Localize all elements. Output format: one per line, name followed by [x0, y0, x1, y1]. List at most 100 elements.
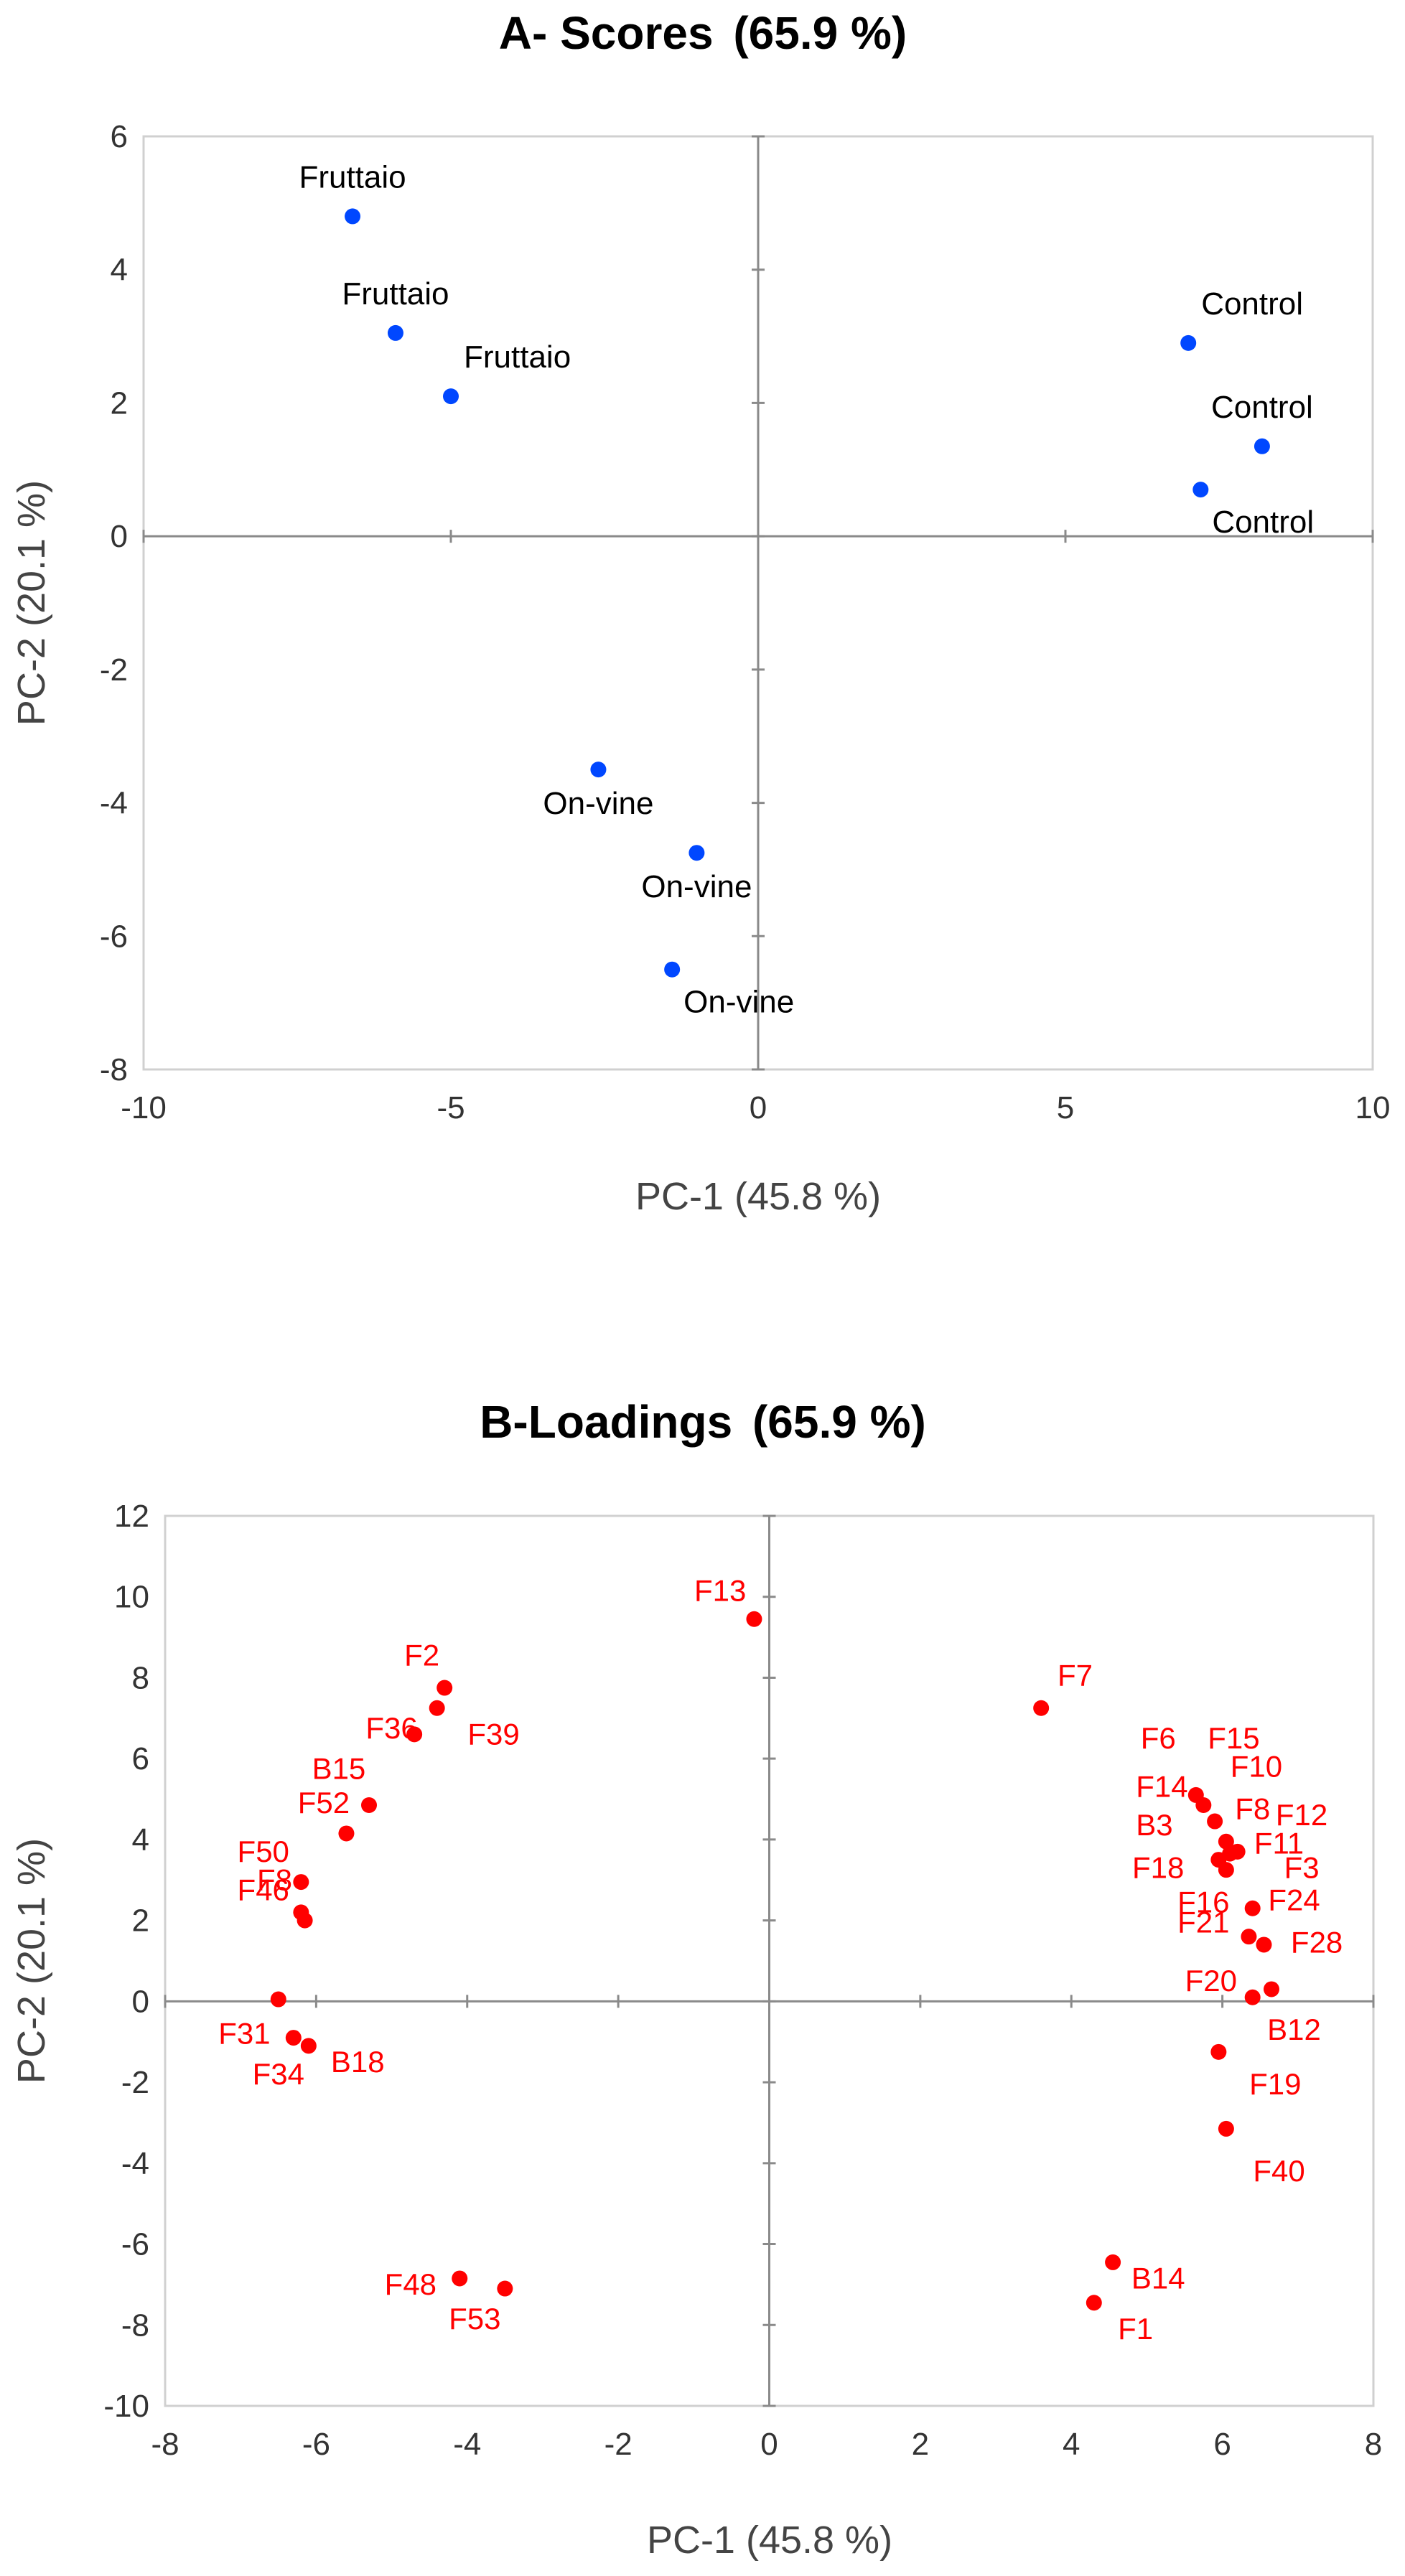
chart-b-point-label: F39 [467, 1717, 519, 1751]
chart-b-x-tick-label: 8 [1365, 2427, 1382, 2462]
chart-a-data-point [664, 961, 681, 978]
chart-b-title: B-Loadings (65.9 %) [480, 1396, 926, 1448]
chart-b-y-tick-label: -8 [121, 2308, 149, 2343]
chart-b-point-label: F48 [385, 2267, 437, 2301]
chart-b-y-tick-label: -2 [121, 2065, 149, 2100]
chart-b-y-tick-label: 12 [114, 1499, 149, 1534]
chart-b-point-label: F19 [1249, 2067, 1301, 2101]
chart-a-y-tick-label: 6 [111, 119, 128, 154]
chart-b-x-tick-label: 2 [912, 2427, 929, 2462]
chart-b-point-label: F13 [694, 1573, 746, 1607]
chart-b-y-tick-label: 6 [132, 1741, 149, 1776]
chart-a-x-tick-label: -5 [437, 1090, 465, 1125]
chart-b-point-label: F34 [253, 2057, 304, 2091]
chart-a-point-label: Fruttaio [464, 339, 571, 375]
chart-b-point-label: B15 [312, 1751, 366, 1785]
chart-a-point-label: Control [1212, 505, 1314, 540]
chart-b-x-tick-label: -4 [453, 2427, 481, 2462]
chart-b-data-point [437, 1680, 453, 1696]
chart-b-point-label: F20 [1185, 1964, 1237, 1997]
chart-b-point-label: B18 [331, 2045, 385, 2079]
chart-a-data-point [387, 324, 403, 341]
chart-a-y-tick-label: 2 [111, 385, 128, 421]
chart-b-point-label: F10 [1231, 1749, 1282, 1783]
chart-b-point-label: F6 [1141, 1721, 1176, 1755]
chart-b-data-point [746, 1611, 762, 1627]
chart-b-x-axis-label: PC-1 (45.8 %) [647, 2519, 892, 2562]
chart-a-point-label: On-vine [683, 985, 794, 1020]
chart-b-point-label: B14 [1131, 2261, 1185, 2295]
chart-a-y-tick-label: -6 [100, 919, 128, 954]
chart-a-y-tick-label: 4 [111, 253, 128, 288]
chart-a-data-point [443, 388, 459, 405]
chart-a-y-axis-label: PC-2 (20.1 %) [10, 480, 53, 726]
chart-b-point-label: F18 [1132, 1850, 1184, 1884]
chart-a-point-label: Control [1211, 390, 1313, 425]
chart-b-data-point [1195, 1797, 1212, 1813]
chart-b-data-point [361, 1797, 378, 1813]
chart-b-data-point [285, 2030, 302, 2046]
chart-b-point-label: F3 [1284, 1850, 1320, 1884]
chart-b-y-tick-label: 10 [114, 1580, 149, 1615]
chart-b-point-label: F28 [1291, 1926, 1343, 1959]
scores-chart: A- Scores (65.9 %) -10 -5 0 5 10 -8 -6 -4 -2 0 2 4… [10, 7, 1390, 1218]
chart-b-x-tick-label: -8 [151, 2427, 179, 2462]
chart-b-x-tick-label: 0 [760, 2427, 778, 2462]
chart-b-x-tick-label: -6 [302, 2427, 330, 2462]
chart-b-y-axis-label: PC-2 (20.1 %) [10, 1838, 53, 2084]
chart-b-data-point [338, 1825, 355, 1842]
chart-b-point-label: F11 [1254, 1827, 1304, 1860]
chart-a-data-point [1180, 334, 1197, 351]
chart-b-data-point [406, 1726, 423, 1743]
chart-a-x-tick-label: 5 [1057, 1090, 1074, 1125]
chart-b-point-label: F16 [1177, 1885, 1229, 1919]
chart-b-data-point [1207, 1813, 1223, 1830]
chart-a-x-tick-label: 0 [750, 1090, 767, 1125]
chart-b-data-point [1244, 1900, 1261, 1916]
chart-b-x-tick-label: 6 [1213, 2427, 1231, 2462]
chart-b-data-point [297, 1912, 313, 1929]
chart-b-data-point [1256, 1936, 1272, 1953]
chart-b-point-label: F31 [218, 2016, 270, 2050]
chart-b-point-label: F14 [1136, 1770, 1187, 1804]
chart-b-data-point [1263, 1981, 1279, 1997]
chart-b-y-tick-label: -10 [103, 2389, 149, 2424]
chart-a-data-point [689, 845, 705, 861]
chart-a-title: A- Scores (65.9 %) [499, 7, 907, 59]
chart-b-data-point [1244, 1989, 1261, 2005]
chart-b-data-point [1086, 2295, 1102, 2311]
chart-a-point-label: Fruttaio [299, 159, 406, 195]
loadings-chart: B-Loadings (65.9 %) -8 -6 -4 -2 0 2 4 6 8 -10-8-… [10, 1396, 1382, 2562]
chart-b-x-tick-label: 4 [1063, 2427, 1080, 2462]
chart-b-point-label: F53 [449, 2302, 500, 2336]
chart-a-x-tick-label: 10 [1355, 1090, 1391, 1125]
chart-b-data-point [1241, 1929, 1257, 1945]
chart-b-point-label: B3 [1136, 1808, 1172, 1842]
chart-a-data-point [1254, 438, 1270, 454]
chart-a-y-tick-label: -8 [100, 1052, 128, 1087]
chart-b-data-point [270, 1991, 286, 2008]
chart-b-point-label: F46 [238, 1873, 289, 1906]
chart-b-data-point [293, 1874, 309, 1891]
chart-a-y-tick-label: 0 [111, 519, 128, 554]
chart-b-point-label: B12 [1267, 2013, 1321, 2046]
chart-b-point-label: F15 [1208, 1721, 1259, 1755]
chart-b-data-point [1210, 2043, 1227, 2060]
chart-b-point-label: F36 [365, 1711, 417, 1745]
chart-b-point-label: F8 [257, 1863, 292, 1896]
chart-b-y-tick-label: -4 [121, 2146, 149, 2181]
chart-b-point-label: F50 [238, 1835, 289, 1868]
chart-b-data-point [497, 2280, 513, 2297]
chart-b-point-label: F7 [1058, 1659, 1093, 1692]
chart-b-data-point [1105, 2254, 1121, 2270]
chart-b-point-label: F40 [1253, 2154, 1304, 2188]
chart-b-x-tick-label: -2 [605, 2427, 633, 2462]
chart-a-point-label: Control [1201, 286, 1303, 322]
chart-a-point-label: Fruttaio [342, 276, 449, 312]
chart-a-x-tick-label: -10 [121, 1090, 167, 1125]
chart-a-y-tick-label: -4 [100, 786, 128, 821]
chart-b-point-label: F21 [1177, 1905, 1229, 1939]
chart-b-y-tick-label: 4 [132, 1822, 149, 1858]
chart-b-point-label: F24 [1268, 1883, 1320, 1916]
chart-a-point-label: On-vine [641, 869, 752, 904]
